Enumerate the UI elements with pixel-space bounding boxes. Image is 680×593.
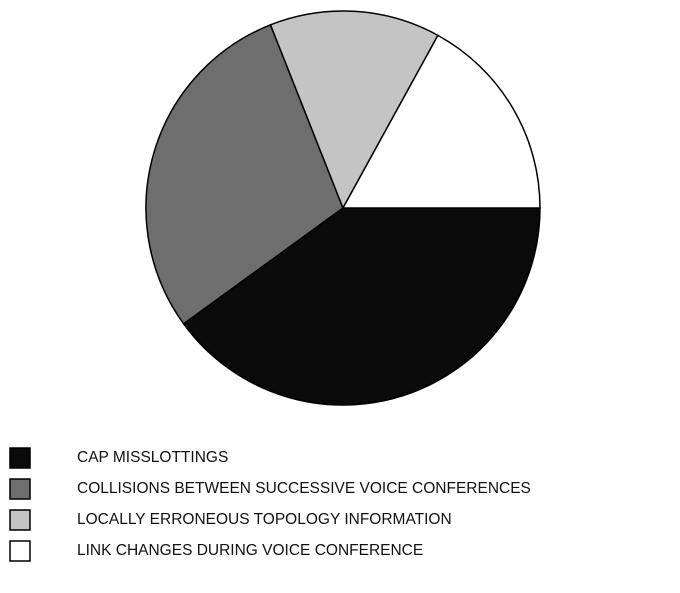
legend-swatch: [9, 447, 31, 469]
legend-label: LOCALLY ERRONEOUS TOPOLOGY INFORMATION: [77, 511, 452, 528]
pie-slice: [341, 34, 541, 209]
legend-label: CAP MISSLOTTINGS: [77, 449, 228, 466]
pie-slice: [269, 10, 439, 210]
legend-swatch: [9, 509, 31, 531]
legend-swatch: [9, 540, 31, 562]
legend-label: LINK CHANGES DURING VOICE CONFERENCE: [77, 542, 423, 559]
legend-label: COLLISIONS BETWEEN SUCCESSIVE VOICE CONF…: [77, 480, 531, 497]
pie-slice: [182, 207, 541, 406]
pie-slice: [145, 23, 344, 325]
legend-swatch: [9, 478, 31, 500]
